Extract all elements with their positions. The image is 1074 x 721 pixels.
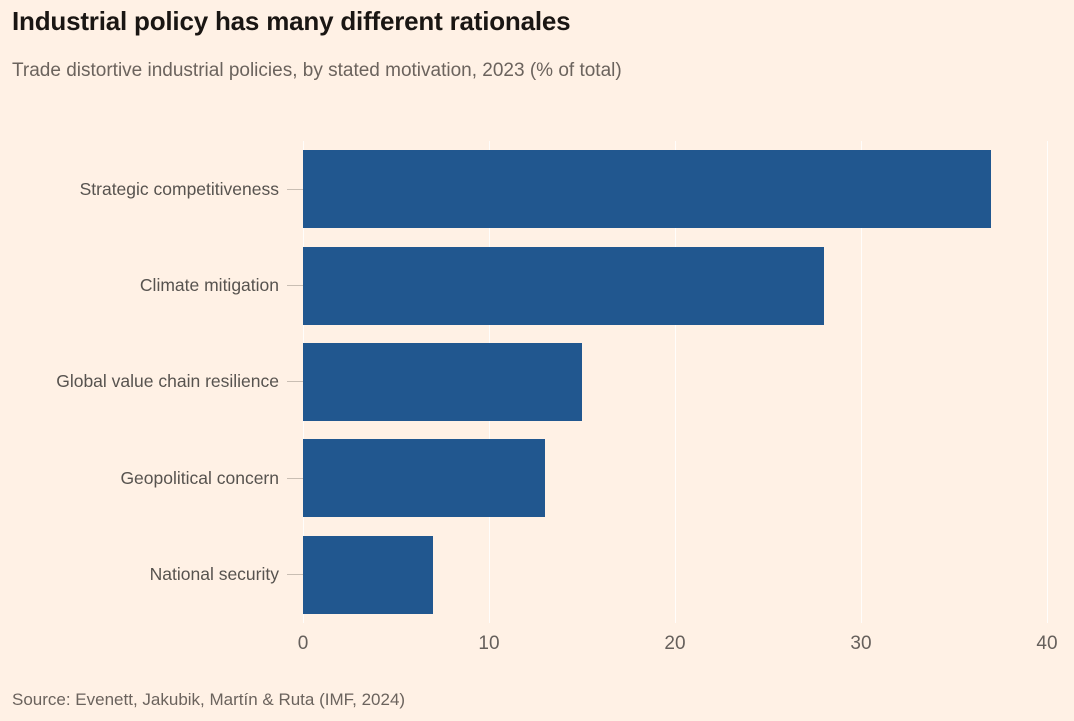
- bar-track: [303, 237, 1047, 333]
- category-label: Strategic competitiveness: [79, 178, 279, 199]
- category-tick-mark: [287, 381, 303, 383]
- category-label: National security: [149, 564, 279, 585]
- bar-row: Geopolitical concern: [0, 430, 1047, 526]
- bar-track: [303, 334, 1047, 430]
- category-tick-mark: [287, 574, 303, 576]
- bar-geopolitical-concern: [303, 439, 545, 518]
- gridline-40: [1047, 141, 1048, 623]
- x-tick-label-40: 40: [1036, 633, 1058, 654]
- category-tick-mark: [287, 477, 303, 479]
- category-label: Climate mitigation: [139, 275, 279, 296]
- bar-strategic-competitiveness: [303, 150, 992, 229]
- category-tick-mark: [287, 188, 303, 190]
- x-tick-label-20: 20: [664, 633, 686, 654]
- bar-climate-mitigation: [303, 246, 824, 325]
- bar-row: Climate mitigation: [0, 237, 1047, 333]
- x-tick-label-30: 30: [850, 633, 872, 654]
- source-note: Source: Evenett, Jakubik, Martín & Ruta …: [12, 690, 406, 709]
- bar-row: Global value chain resilience: [0, 334, 1047, 430]
- category-tick-mark: [287, 285, 303, 287]
- chart-title: Industrial policy has many different rat…: [12, 6, 571, 36]
- bar-track: [303, 141, 1047, 237]
- gridline-20: [675, 141, 676, 623]
- x-tick-label-0: 0: [297, 633, 309, 654]
- bar-national-security: [303, 535, 434, 614]
- bar-row: National security: [0, 527, 1047, 623]
- bar-row: Strategic competitiveness: [0, 141, 1047, 237]
- x-tick-label-10: 10: [478, 633, 500, 654]
- category-label: Global value chain resilience: [56, 371, 279, 392]
- bar-track: [303, 527, 1047, 623]
- category-label: Geopolitical concern: [120, 467, 279, 488]
- gridline-30: [861, 141, 862, 623]
- bar-global-value-chain-resilience: [303, 342, 582, 421]
- chart-subtitle: Trade distortive industrial policies, by…: [12, 60, 622, 81]
- bar-track: [303, 430, 1047, 526]
